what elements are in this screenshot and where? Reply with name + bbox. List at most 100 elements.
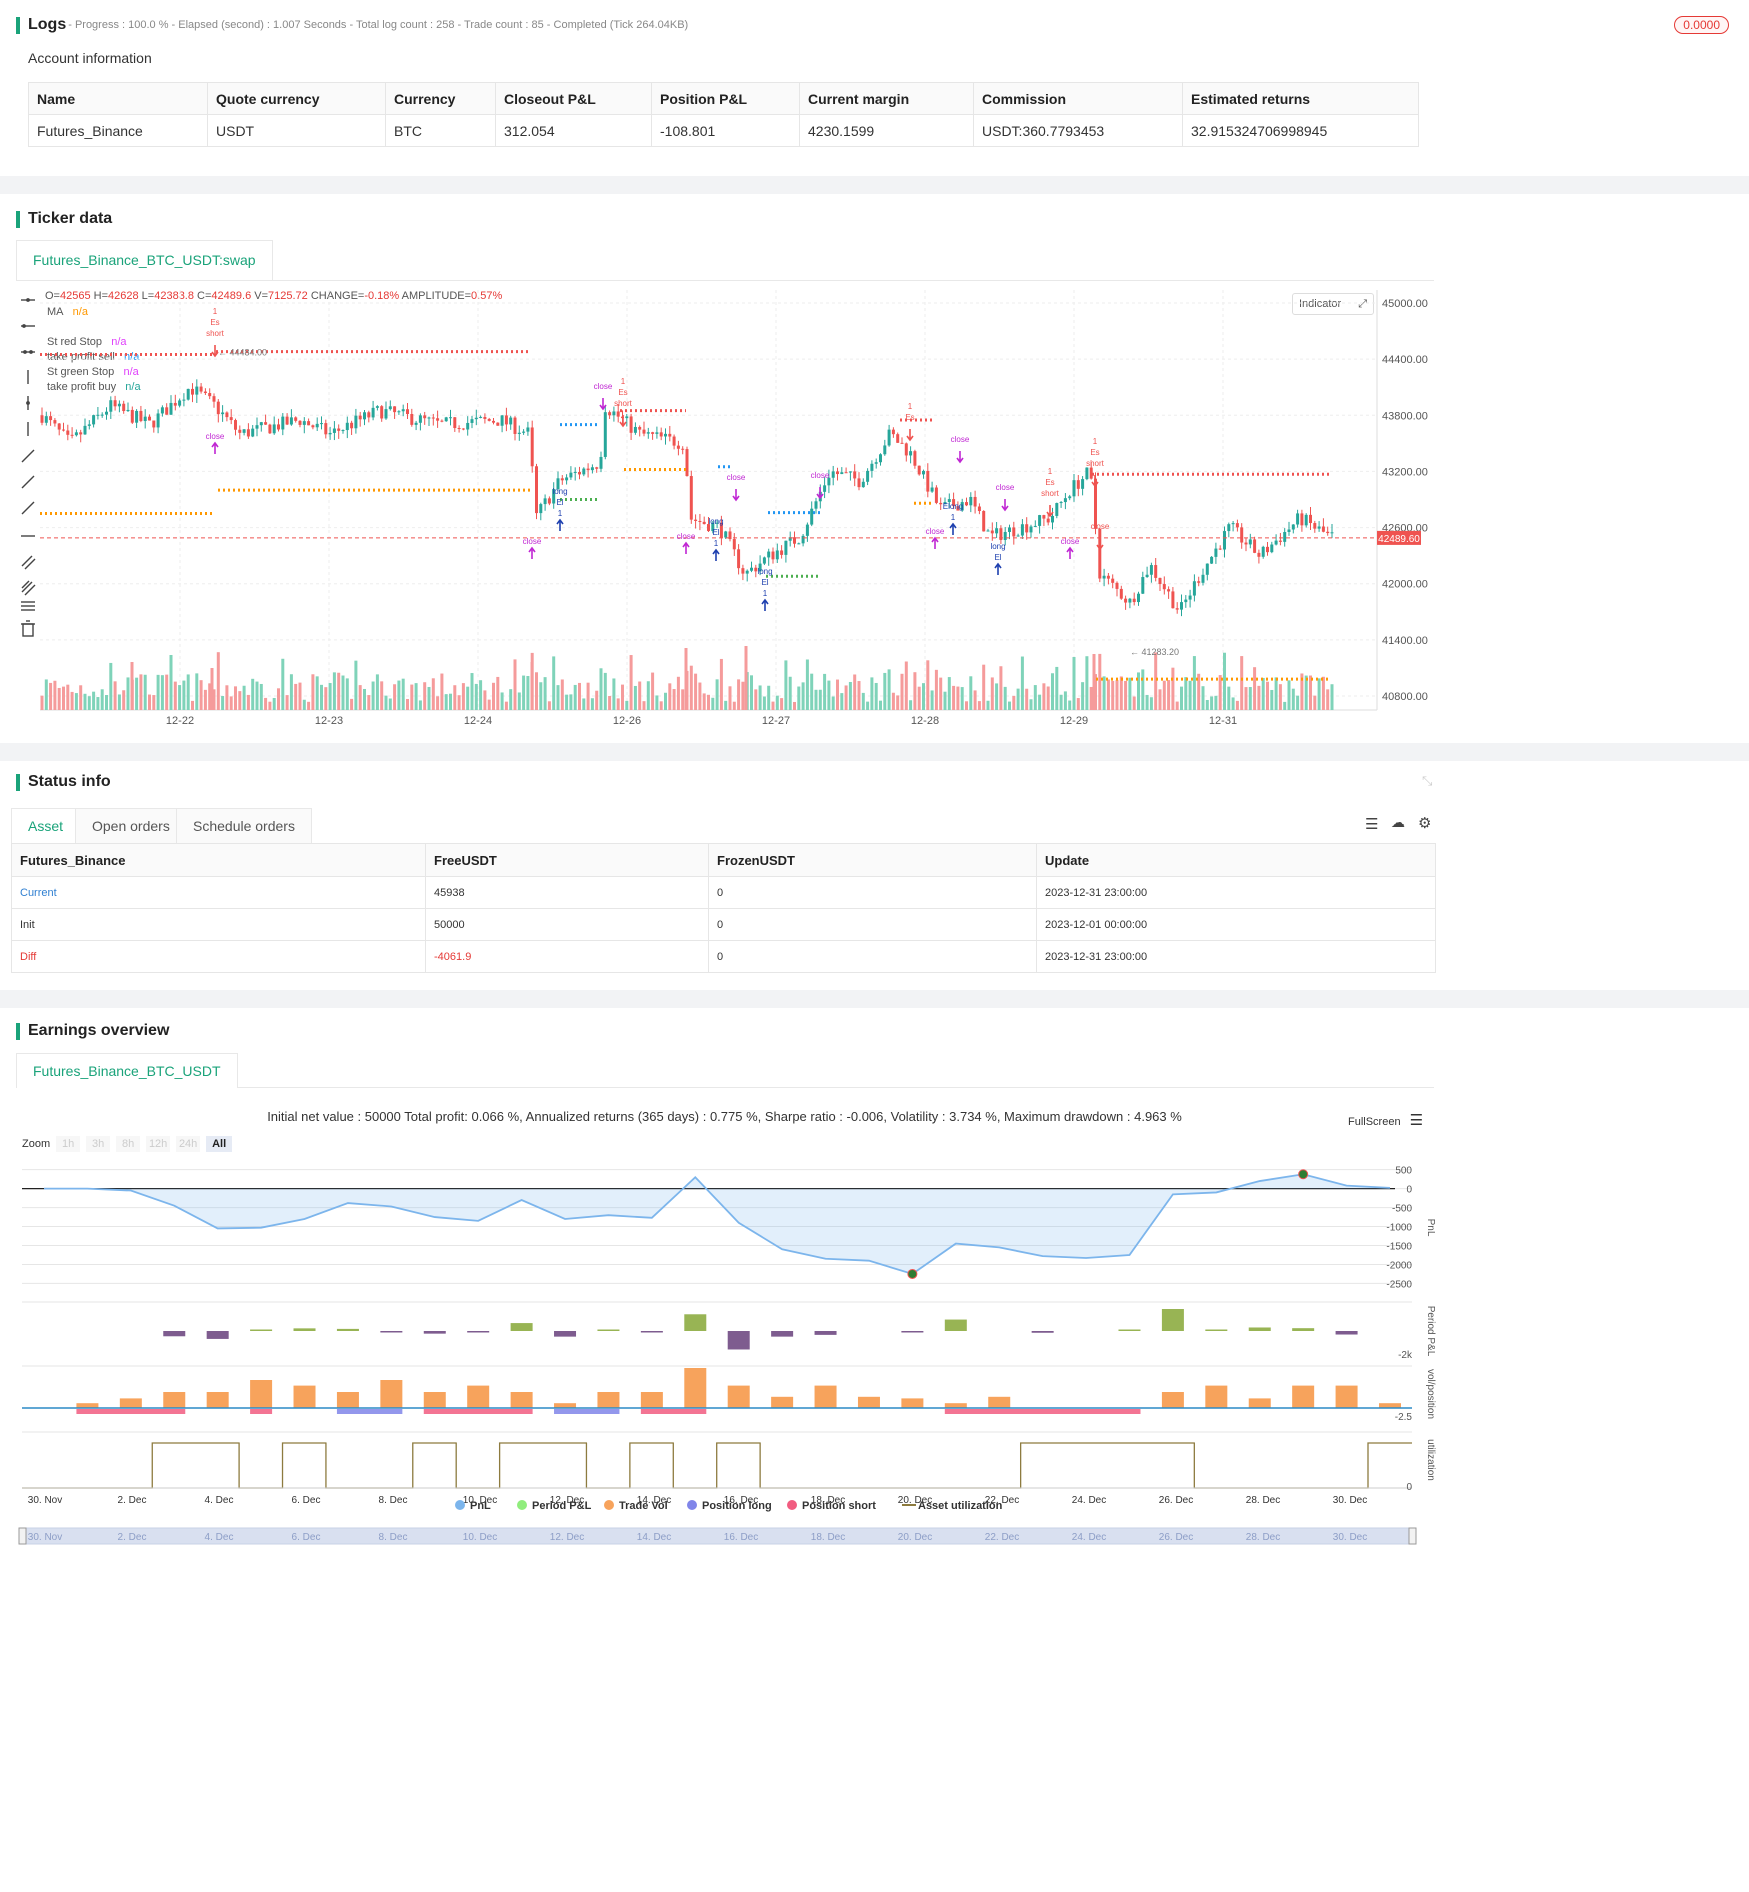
volume-bar xyxy=(814,689,818,710)
candle-body xyxy=(797,543,801,545)
volume-bar xyxy=(642,701,646,710)
volume-bar xyxy=(780,698,784,710)
cloud-sync-icon[interactable]: ☁ xyxy=(1391,814,1405,830)
logs-progress: - Progress : 100.0 % - Elapsed (second) … xyxy=(68,19,689,31)
volume-bar xyxy=(208,683,212,710)
signal-label: close xyxy=(951,435,970,444)
candle-body xyxy=(638,426,642,430)
candle-body xyxy=(57,423,61,430)
volume-bar xyxy=(517,692,521,710)
logs-badge[interactable]: 0.0000 xyxy=(1674,16,1729,34)
zoom-8h[interactable]: 8h xyxy=(116,1136,141,1152)
extended-line-icon[interactable] xyxy=(21,350,35,354)
gear-icon[interactable]: ⚙ xyxy=(1418,815,1432,832)
menu-icon[interactable]: ☰ xyxy=(1409,1112,1424,1129)
signal-label: Es xyxy=(618,388,627,397)
volume-bar xyxy=(298,682,302,710)
volume-bar xyxy=(1248,687,1252,710)
volume-bar xyxy=(66,684,70,710)
expand-icon[interactable]: ⤢ xyxy=(1358,298,1367,310)
volume-bar xyxy=(539,682,543,710)
candle-body xyxy=(762,557,766,564)
candle-body xyxy=(363,412,366,420)
candle-body xyxy=(917,465,921,475)
signal-label: close xyxy=(1091,522,1110,531)
volume-bar xyxy=(410,684,414,710)
volume-bar xyxy=(92,691,96,710)
candle-body xyxy=(866,470,870,482)
candle-body xyxy=(1210,556,1214,564)
volume-bar xyxy=(586,682,590,710)
candle-body xyxy=(672,436,676,446)
collapse-icon[interactable]: ⤡ xyxy=(1422,773,1433,788)
parallel-channel-icon[interactable] xyxy=(21,555,36,570)
candlestick-chart[interactable]: 45000.0044400.0043800.0043200.0042600.00… xyxy=(0,194,1440,743)
candle-body xyxy=(754,567,758,572)
volume-bar xyxy=(418,700,422,710)
date-tick-label: 12-31 xyxy=(1209,715,1237,727)
change-label: CHANGE= xyxy=(310,290,365,302)
volume-bar xyxy=(943,691,947,710)
volume-bar xyxy=(457,695,461,710)
fullscreen-button[interactable]: FullScreen ☰ xyxy=(1348,1111,1423,1129)
candle-body xyxy=(302,421,306,425)
horizontal-ray-icon[interactable] xyxy=(21,324,35,328)
tab-asset[interactable]: Asset xyxy=(11,808,81,843)
volume-bar xyxy=(1192,656,1196,710)
signal-label: close xyxy=(523,537,542,546)
volume-bar xyxy=(659,701,663,710)
trend-line-icon[interactable] xyxy=(21,449,35,463)
row-label-current[interactable]: Current xyxy=(11,876,426,909)
pnl-area xyxy=(44,1174,1390,1274)
candle-body xyxy=(1270,544,1274,553)
earnings-chart[interactable]: 500 0 -500 -1000 -1500 -2000 -2500 PnL -2k Period… xyxy=(0,1008,1449,1892)
volume-bar xyxy=(543,677,547,710)
candle-body xyxy=(1012,527,1016,537)
candle-body xyxy=(659,432,663,437)
volume-bar xyxy=(87,696,91,710)
zoom-1h[interactable]: 1h xyxy=(56,1136,81,1152)
candle-body xyxy=(831,471,835,478)
tab-ticker-symbol[interactable]: Futures_Binance_BTC_USDT:swap xyxy=(16,240,273,280)
list-icon[interactable]: ☰ xyxy=(1365,816,1379,833)
candle-body xyxy=(371,407,375,418)
zoom-all[interactable]: All xyxy=(206,1136,233,1152)
candle-body xyxy=(1240,527,1244,543)
table-cell: 0 xyxy=(708,940,1037,973)
volume-bar xyxy=(1089,686,1093,710)
volume-bar xyxy=(397,680,401,710)
tab-earnings-symbol[interactable]: Futures_Binance_BTC_USDT xyxy=(16,1053,238,1088)
c-label: C= xyxy=(197,290,212,302)
navigator-tick-label: 24. Dec xyxy=(1072,1532,1106,1543)
fib-levels-icon[interactable] xyxy=(21,601,35,611)
pitchfork-icon[interactable] xyxy=(21,580,36,596)
legend-item: Asset utilization xyxy=(918,1500,1003,1512)
volume-bar xyxy=(922,683,925,710)
volume-bar xyxy=(1197,673,1201,710)
candle-body xyxy=(345,422,349,431)
candle-body xyxy=(1300,513,1304,526)
navigator-tick-label: 8. Dec xyxy=(379,1532,408,1543)
horizontal-line-icon[interactable] xyxy=(21,298,35,302)
volume-bar xyxy=(684,648,688,710)
tab-open-orders[interactable]: Open orders xyxy=(75,808,187,843)
tab-schedule-orders[interactable]: Schedule orders xyxy=(176,808,312,843)
indicator-button[interactable]: Indicator ⤢ xyxy=(1292,293,1374,315)
zoom-12h[interactable]: 12h xyxy=(146,1136,171,1152)
candle-body xyxy=(1016,535,1020,537)
trash-icon[interactable] xyxy=(21,620,35,637)
volume-bar xyxy=(1016,688,1020,710)
candle-body xyxy=(152,420,156,428)
ray-icon[interactable] xyxy=(21,475,35,489)
candle-body xyxy=(664,433,667,437)
volume-bar xyxy=(1244,687,1248,710)
candle-body xyxy=(466,422,470,430)
vertical-ray-icon[interactable] xyxy=(26,396,30,410)
volume-bar xyxy=(427,686,431,710)
segment-icon[interactable] xyxy=(21,501,35,515)
candle-body xyxy=(668,433,672,437)
zoom-24h[interactable]: 24h xyxy=(176,1136,201,1152)
volume-bar xyxy=(436,696,440,710)
zoom-3h[interactable]: 3h xyxy=(86,1136,111,1152)
volume-bar xyxy=(775,695,779,710)
